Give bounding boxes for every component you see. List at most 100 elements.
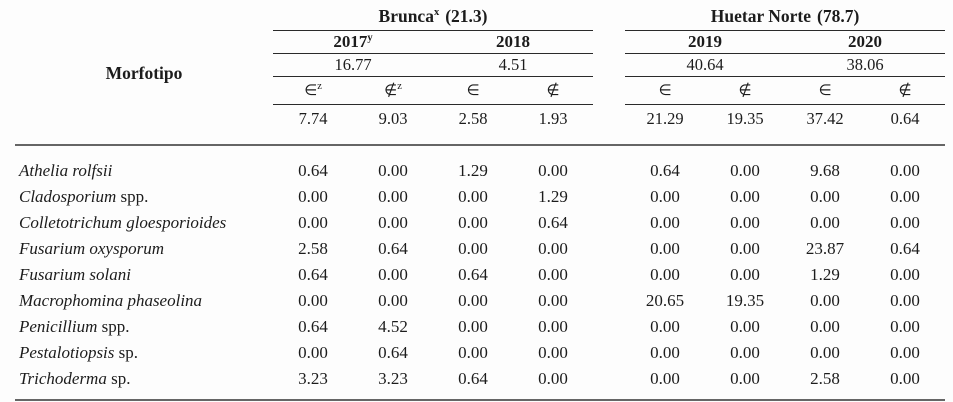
genus-species-italic: Pestalotiopsis xyxy=(19,343,115,362)
frequency-value: 0.00 xyxy=(810,187,840,206)
year-label: 2017 xyxy=(333,32,368,51)
genus-species-italic: Macrophomina phaseolina xyxy=(19,291,203,310)
year-label: 2018 xyxy=(496,32,531,51)
region-name: Huetar Norte xyxy=(710,5,812,26)
frequency-value: 0.00 xyxy=(458,213,488,232)
frequency-value: 0.00 xyxy=(650,317,680,336)
element-of-header: ∈ xyxy=(433,76,513,105)
frequency-value: 4.52 xyxy=(378,317,408,336)
frequency-value: 0.00 xyxy=(538,265,568,284)
morphotype-name: Fusarium oxysporum xyxy=(15,236,273,262)
table-row: Macrophomina phaseolina 0.00 0.00 0.00 0.00 2… xyxy=(15,288,945,314)
species-abbreviation: spp. xyxy=(97,317,130,336)
table-row: Athelia rolfsii 0.64 0.00 1.29 0.00 0.64 0.00 9… xyxy=(15,145,945,184)
group-gap xyxy=(593,314,625,340)
frequency-value: 0.00 xyxy=(538,239,568,258)
year-header-2020: 2020 xyxy=(785,30,946,54)
frequency-value: 3.23 xyxy=(273,366,353,401)
group-gap xyxy=(593,145,625,184)
region-name: Brunca xyxy=(378,5,434,26)
region-share: (21.3) xyxy=(445,5,488,26)
frequency-value: 0.00 xyxy=(810,213,840,232)
element-of-symbol: ∈ xyxy=(658,81,672,99)
morphotype-column-header: Morfotipo xyxy=(15,2,273,146)
year-label: 2019 xyxy=(688,32,723,51)
frequency-value: 23.87 xyxy=(805,239,845,258)
table-body: Athelia rolfsii 0.64 0.00 1.29 0.00 0.64 0.00 9… xyxy=(15,145,946,401)
frequency-value: 1.29 xyxy=(458,161,488,180)
frequency-value: 3.23 xyxy=(353,366,433,401)
genus-species-italic: Fusarium oxysporum xyxy=(19,239,164,258)
morphotype-name: Cladosporium spp. xyxy=(15,184,273,210)
frequency-value: 0.00 xyxy=(705,366,786,401)
frequency-value: 0.00 xyxy=(298,187,328,206)
column-total: 9.03 xyxy=(353,104,433,146)
frequency-value: 0.00 xyxy=(458,317,488,336)
year-frequency: 40.64 xyxy=(625,53,786,77)
species-abbreviation: spp. xyxy=(116,187,149,206)
frequency-value: 0.00 xyxy=(730,161,760,180)
column-total: 7.74 xyxy=(273,104,353,146)
symbol-header-row: ∈z ∉z ∈ ∉ ∈ ∉ ∈ ∉ xyxy=(15,76,946,105)
element-of-header: ∈ xyxy=(625,76,706,105)
genus-species-italic: Penicillium xyxy=(19,317,98,336)
footnote-mark-y: y xyxy=(367,32,373,44)
element-of-symbol: ∈ xyxy=(818,81,832,99)
morphotype-name: Colletotrichum gloesporioides xyxy=(15,210,273,236)
frequency-value: 0.00 xyxy=(378,213,408,232)
table-row: Fusarium solani 0.64 0.00 0.64 0.00 0.00 0.00 1… xyxy=(15,262,945,288)
frequency-value: 0.64 xyxy=(650,161,680,180)
genus-species-italic: Athelia rolfsii xyxy=(19,161,113,180)
not-element-of-header: ∉ xyxy=(865,76,946,105)
frequency-value: 0.00 xyxy=(650,213,680,232)
genus-species-italic: Cladosporium xyxy=(19,187,117,206)
frequency-value: 0.00 xyxy=(810,317,840,336)
frequency-value: 2.58 xyxy=(298,239,328,258)
year-header-2019: 2019 xyxy=(625,30,786,54)
not-element-of-header: ∉ xyxy=(705,76,786,105)
group-gap xyxy=(593,184,625,210)
frequency-value: 0.00 xyxy=(378,291,408,310)
frequency-value: 0.00 xyxy=(890,317,920,336)
element-of-symbol: ∈ xyxy=(304,81,318,99)
not-element-of-header: ∉ xyxy=(513,76,594,105)
table-row: Cladosporium spp. 0.00 0.00 0.00 1.29 0.00 0.0… xyxy=(15,184,945,210)
year-frequency: 16.77 xyxy=(273,53,433,77)
element-of-symbol: ∈ xyxy=(466,81,480,99)
frequency-value: 0.00 xyxy=(538,291,568,310)
frequency-value: 0.00 xyxy=(298,213,328,232)
column-total: 37.42 xyxy=(785,104,866,146)
group-gap xyxy=(593,262,625,288)
morphotype-name: Trichoderma sp. xyxy=(15,366,273,401)
morphotype-name: Athelia rolfsii xyxy=(15,145,273,184)
morphotype-name: Fusarium solani xyxy=(15,262,273,288)
genus-species-italic: Colletotrichum gloesporioides xyxy=(19,213,227,232)
footnote-mark-x: x xyxy=(433,6,440,18)
frequency-value: 0.00 xyxy=(378,161,408,180)
frequency-value: 0.00 xyxy=(378,187,408,206)
frequency-value: 20.65 xyxy=(645,291,685,310)
region-header-brunca: Bruncax (21.3) xyxy=(273,2,594,31)
frequency-value: 1.29 xyxy=(538,187,568,206)
frequency-value: 0.00 xyxy=(298,291,328,310)
table-row: Trichoderma sp. 3.23 3.23 0.64 0.00 0.00 0.00 2… xyxy=(15,366,946,401)
frequency-value: 0.00 xyxy=(650,343,680,362)
year-header-row: 2017y 2018 2019 2020 xyxy=(15,30,946,54)
frequency-value: 0.64 xyxy=(890,239,920,258)
column-total: 2.58 xyxy=(433,104,513,146)
table-row: Fusarium oxysporum 2.58 0.64 0.00 0.00 0.00 0.… xyxy=(15,236,945,262)
column-total: 0.64 xyxy=(865,104,946,146)
table-row: Penicillium spp. 0.64 4.52 0.00 0.00 0.00 0.00… xyxy=(15,314,945,340)
frequency-value: 0.00 xyxy=(810,291,840,310)
frequency-value: 2.58 xyxy=(785,366,866,401)
frequency-value: 0.00 xyxy=(730,213,760,232)
genus-species-italic: Trichoderma xyxy=(19,369,107,388)
group-gap xyxy=(593,2,626,146)
region-header-huetar-norte: Huetar Norte (78.7) xyxy=(625,2,946,31)
year-label: 2020 xyxy=(848,32,883,51)
not-element-of-symbol: ∉ xyxy=(384,81,398,99)
footnote-mark-z: z xyxy=(397,81,402,92)
frequency-value: 0.00 xyxy=(378,265,408,284)
table-header: Morfotipo Bruncax (21.3) Huetar Norte (78.… xyxy=(15,2,946,146)
column-total: 21.29 xyxy=(625,104,706,146)
